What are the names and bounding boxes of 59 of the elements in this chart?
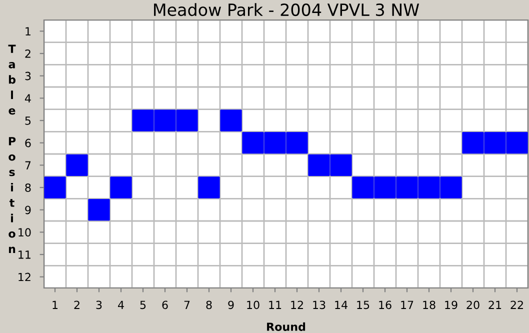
point <box>110 176 132 198</box>
y-tick-label: 2 <box>25 49 30 58</box>
y-tick-label: 11 <box>18 250 30 259</box>
chart-title: Meadow Park - 2004 VPVL 3 NW <box>154 3 420 16</box>
x-tick-label: 6 <box>162 300 168 310</box>
x-tick-label: 4 <box>118 300 124 309</box>
x-axis-title: Round <box>267 322 306 331</box>
x-tick-label: 10 <box>247 300 260 310</box>
y-tick-label: 3 <box>25 72 31 80</box>
point <box>132 110 154 132</box>
x-tick-label: 15 <box>357 300 370 310</box>
point <box>462 132 484 154</box>
point <box>176 110 198 132</box>
point <box>242 132 264 154</box>
point <box>198 176 220 198</box>
point <box>154 110 176 132</box>
point <box>506 132 528 154</box>
point <box>484 132 506 154</box>
x-tick-label: 7 <box>184 300 190 309</box>
point <box>66 154 88 176</box>
y-tick-label: 8 <box>25 183 31 192</box>
y-tick-label: 1 <box>26 27 30 36</box>
point <box>330 154 352 176</box>
x-tick-label: 5 <box>140 300 146 310</box>
point <box>88 199 110 221</box>
y-tick-label: 4 <box>24 94 31 102</box>
y-tick-label: 10 <box>18 228 31 237</box>
point <box>396 176 418 198</box>
x-tick-label: 12 <box>291 300 303 309</box>
x-tick-label: 18 <box>423 300 436 310</box>
x-tick-label: 2 <box>74 300 80 309</box>
x-tick-label: 17 <box>401 300 414 309</box>
point <box>44 176 66 198</box>
y-tick-label: 5 <box>25 116 31 125</box>
x-tick-label: 11 <box>269 300 282 309</box>
point <box>220 110 242 132</box>
x-tick-label: 1 <box>52 300 58 309</box>
y-tick-label: 12 <box>18 272 30 282</box>
x-tick-label: 14 <box>335 300 348 309</box>
x-tick-label: 9 <box>228 300 234 310</box>
x-tick-label: 20 <box>466 300 480 310</box>
x-tick-label: 8 <box>206 300 212 310</box>
x-tick-label: 13 <box>313 300 326 310</box>
x-tick-label: 16 <box>379 300 392 310</box>
y-tick-label: 6 <box>25 138 31 148</box>
point <box>440 176 462 198</box>
point <box>352 176 374 198</box>
point <box>264 132 286 154</box>
point <box>286 132 308 154</box>
y-tick-label: 9 <box>25 206 31 214</box>
x-tick-label: 22 <box>510 300 523 309</box>
point <box>374 176 396 198</box>
y-tick-label: 7 <box>25 161 31 170</box>
point <box>308 154 330 176</box>
x-tick-label: 19 <box>445 300 458 310</box>
point <box>418 176 440 198</box>
x-tick-label: 3 <box>96 300 102 310</box>
x-tick-label: 21 <box>488 300 502 309</box>
text: Table Position <box>8 44 16 253</box>
